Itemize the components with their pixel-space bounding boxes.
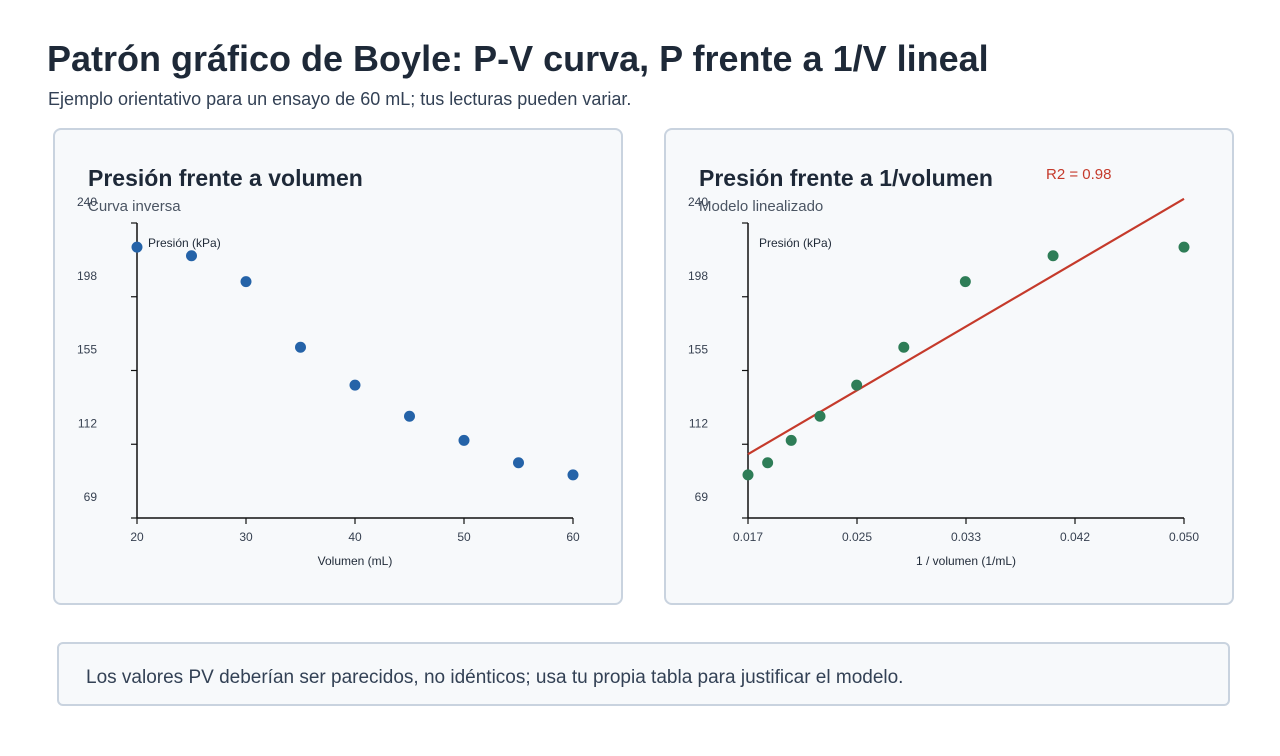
note-text: Los valores PV deberían ser parecidos, n… [86, 667, 904, 688]
data-point [762, 457, 774, 469]
x-tick-label: 60 [566, 530, 580, 544]
data-point [814, 410, 826, 422]
data-point [959, 276, 971, 288]
data-point [349, 379, 361, 391]
y-tick-label: 112 [78, 416, 97, 430]
pressure-volume-chart: 20 30 40 50 60 69 112 155 198 240 Volumen (mL) Pres… [77, 195, 580, 568]
chart-subtitle: Curva inversa [88, 198, 181, 215]
chart-title: Presión frente a volumen [88, 165, 363, 191]
x-tick-label: 0.033 [951, 530, 981, 544]
x-tick-label: 0.025 [842, 530, 872, 544]
data-point [785, 434, 797, 446]
note-box: Los valores PV deberían ser parecidos, n… [57, 642, 1230, 706]
pressure-inverse-volume-chart: 0.017 0.025 0.033 0.042 0.050 69 112 155 198 240 1… [688, 195, 1199, 568]
x-tick-label: 20 [130, 530, 144, 544]
y-tick-label: 198 [77, 269, 97, 283]
data-point [186, 250, 197, 262]
x-tick-label: 40 [348, 530, 362, 544]
x-tick-label: 0.050 [1169, 530, 1199, 544]
x-tick-label: 0.042 [1060, 530, 1090, 544]
data-point [295, 341, 306, 353]
y-tick-label: 198 [688, 269, 708, 283]
y-tick-label: 155 [77, 343, 97, 357]
chart-title: Presión frente a 1/volumen [699, 165, 993, 191]
x-tick-label: 50 [457, 530, 471, 544]
page-title: Patrón gráfico de Boyle: P-V curva, P fr… [47, 38, 989, 79]
y-tick-label: 112 [689, 416, 708, 430]
y-tick-label: 240 [688, 195, 708, 209]
data-point [131, 241, 143, 253]
r2-label: R2 = 0.98 [1046, 166, 1112, 183]
x-tick-label: 30 [239, 530, 253, 544]
data-point [1178, 241, 1190, 253]
y-tick-label: 69 [84, 490, 98, 504]
y-axis-label: Presión (kPa) [148, 236, 221, 250]
y-tick-label: 155 [688, 343, 708, 357]
y-axis-label: Presión (kPa) [759, 236, 832, 250]
page-subtitle: Ejemplo orientativo para un ensayo de 60… [48, 89, 632, 109]
data-point [404, 410, 415, 422]
data-point [240, 276, 252, 288]
chart-subtitle: Modelo linealizado [699, 198, 824, 215]
data-point [458, 434, 470, 446]
y-tick-label: 69 [695, 490, 709, 504]
data-point [898, 341, 910, 353]
data-point [567, 469, 579, 481]
x-axis-label: 1 / volumen (1/mL) [916, 554, 1016, 568]
data-point [742, 469, 754, 481]
data-point [513, 457, 524, 469]
y-tick-label: 240 [77, 195, 97, 209]
data-point [851, 379, 863, 391]
chart-panel-pressure-inverse-volume: Presión frente a 1/volumen Modelo lineal… [664, 128, 1234, 605]
x-axis-label: Volumen (mL) [318, 554, 393, 568]
data-point [1047, 250, 1059, 262]
x-tick-label: 0.017 [733, 530, 763, 544]
chart-panel-pressure-volume: Presión frente a volumen Curva inversa 2… [53, 128, 623, 605]
